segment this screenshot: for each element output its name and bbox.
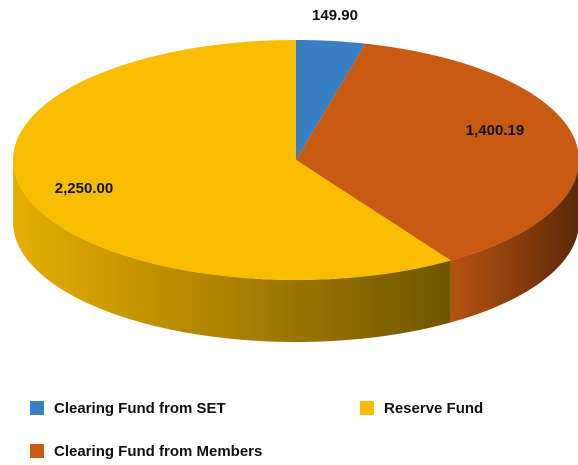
legend-label: Clearing Fund from Members [54, 443, 262, 460]
data-label: 149.90 [312, 7, 358, 24]
legend-label: Reserve Fund [384, 400, 483, 417]
legend-swatch [30, 401, 44, 415]
slice-side [450, 169, 578, 323]
data-label: 1,400.19 [466, 122, 524, 139]
legend-label: Clearing Fund from SET [54, 400, 226, 417]
legend-swatch [30, 444, 44, 458]
slice [296, 40, 366, 160]
legend-swatch [360, 401, 374, 415]
slice [13, 40, 451, 280]
slice [296, 43, 578, 261]
slice-side [13, 160, 451, 342]
data-label: 2,250.00 [55, 180, 113, 197]
